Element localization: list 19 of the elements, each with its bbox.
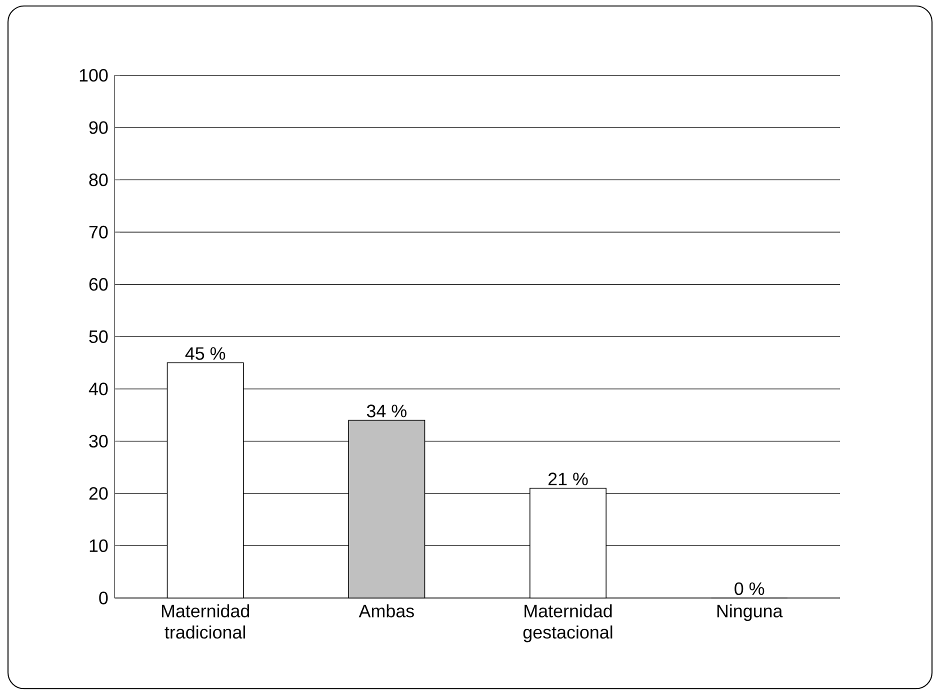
data-label: 34 % <box>366 404 406 418</box>
x-tick-label: Maternidad tradicional <box>162 604 250 639</box>
data-label: 45 % <box>185 347 226 360</box>
x-tick-label: Ambas <box>358 604 414 618</box>
data-label: 0 % <box>734 582 764 596</box>
y-tick-label: 40 <box>88 382 108 396</box>
x-tick-label: Ninguna <box>717 604 783 621</box>
y-tick-label: 0 <box>99 592 108 604</box>
data-label: 21 % <box>548 472 588 486</box>
y-tick-label: 90 <box>89 121 108 134</box>
y-tick-label: 100 <box>80 68 108 82</box>
y-tick-label: 50 <box>89 330 108 343</box>
y-tick-label: 80 <box>89 174 108 186</box>
y-tick-label: 10 <box>90 539 108 552</box>
y-tick-label: 60 <box>89 278 108 291</box>
y-tick-label: 20 <box>89 487 108 500</box>
x-tick-label: Maternidad gestacional <box>523 604 612 642</box>
y-tick-label: 30 <box>89 434 108 448</box>
y-tick-label: 70 <box>89 226 108 238</box>
